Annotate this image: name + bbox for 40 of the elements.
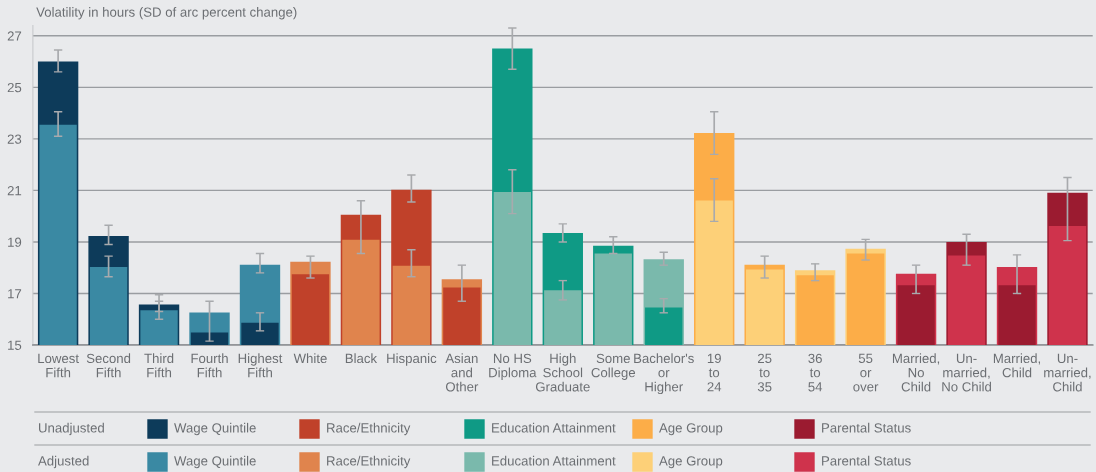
text: Unadjusted: [39, 422, 104, 436]
y-tick-label: 21: [7, 185, 22, 196]
legend-label: Parental Status: [822, 455, 911, 466]
y-tick-label: 23: [7, 134, 22, 144]
x-tick-label: 19 to 24: [707, 353, 722, 392]
y-axis-title: Volatility in hours (SD of arc percent change): [36, 7, 297, 20]
x-tick-label: 55 or over: [853, 353, 879, 392]
x-tick-label: Asian and Other: [445, 353, 479, 392]
legend-label: Wage Quintile: [174, 422, 256, 436]
legend-label: Education Attainment: [492, 422, 616, 433]
legend-label: Education Attainment: [492, 455, 616, 466]
x-tick-label: Married, No Child: [892, 353, 940, 392]
legend-label: Age Group: [659, 423, 723, 436]
x-tick-label: Married, Child: [993, 353, 1041, 378]
x-tick-label: High School Graduate: [535, 353, 590, 392]
x-tick-label: Fourth Fifth: [191, 353, 228, 378]
x-tick-label: Un- married, Child: [1044, 353, 1091, 392]
x-tick-label: Bachelor's or Higher: [634, 353, 694, 395]
x-tick-label: No HS Diploma: [489, 353, 537, 380]
x-tick-label: Second Fifth: [86, 353, 131, 378]
x-tick-label: 36 to 54: [808, 353, 823, 392]
y-tick-label: 15: [8, 340, 22, 350]
legend-label: Wage Quintile: [174, 455, 256, 469]
x-tick-label: Hispanic: [387, 353, 437, 366]
legend-label: Parental Status: [822, 422, 911, 433]
y-tick-label: 25: [7, 82, 22, 93]
x-tick-label: Third Fifth: [144, 353, 174, 378]
x-tick-label: Un- married, No Child: [942, 353, 991, 392]
text: Adjusted: [38, 455, 89, 469]
y-tick-label: 27: [7, 31, 22, 41]
y-tick-label: 19: [8, 237, 22, 247]
x-tick-label: White: [293, 353, 327, 364]
y-tick-label: 17: [8, 289, 22, 299]
x-tick-label: Highest Fifth: [238, 353, 283, 378]
legend-label: Race/Ethnicity: [327, 422, 411, 436]
legend-label: Age Group: [659, 456, 723, 469]
legend-label: Race/Ethnicity: [327, 455, 411, 469]
x-tick-label: Lowest Fifth: [38, 353, 79, 378]
x-tick-label: Black: [345, 353, 378, 364]
x-tick-label: 25 to 35: [757, 353, 772, 392]
